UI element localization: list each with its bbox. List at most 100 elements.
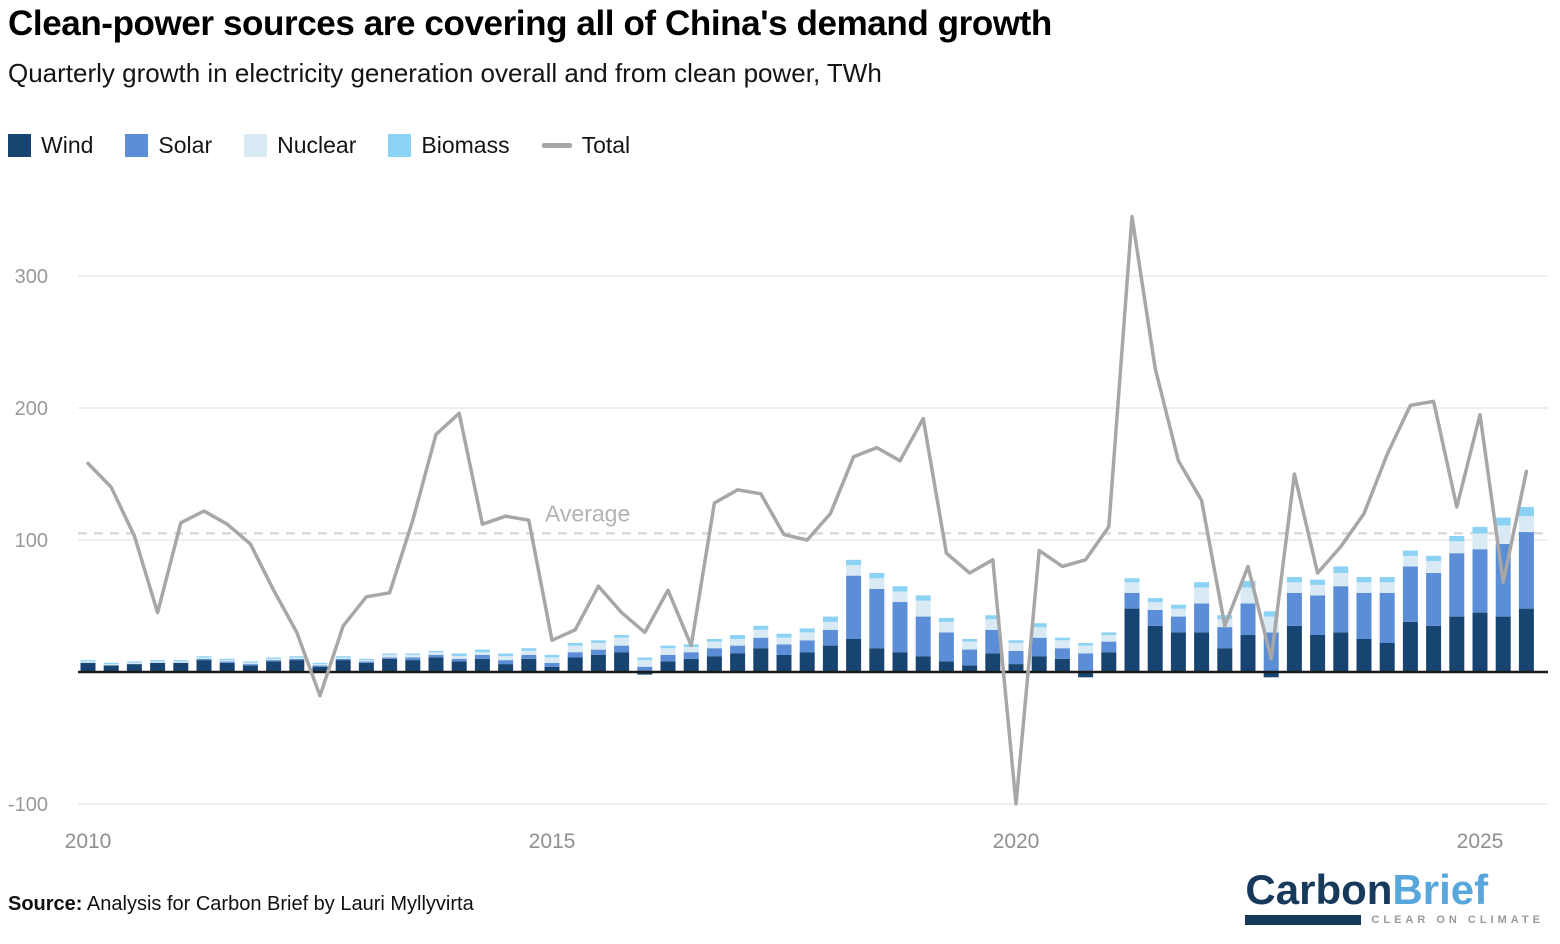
bar-segment-biomass (1078, 643, 1094, 646)
bar-segment-nuclear (799, 632, 815, 641)
x-axis-label: 2025 (1457, 830, 1504, 853)
stacked-bar (521, 648, 537, 672)
stacked-bar (428, 650, 444, 672)
x-axis-label: 2020 (993, 830, 1040, 853)
bar-segment-wind (451, 661, 467, 672)
bar-segment-biomass (660, 645, 676, 649)
bar-segment-nuclear (521, 650, 537, 655)
bar-segment-nuclear (1449, 541, 1465, 554)
bar-segment-wind (660, 661, 676, 672)
logo-bar-icon (1245, 915, 1362, 925)
bar-segment-nuclear (1078, 645, 1094, 654)
bar-segment-nuclear (474, 652, 490, 655)
bar-segment-nuclear (544, 657, 560, 663)
bar-segment-nuclear (1101, 635, 1117, 642)
bar-segment-solar (1170, 616, 1186, 633)
bar-segment-nuclear (1495, 525, 1511, 544)
bar-segment-nuclear (1054, 640, 1070, 649)
bar-segment-biomass (80, 660, 96, 662)
stacked-bar (1426, 555, 1442, 672)
bar-segment-biomass (173, 660, 189, 662)
bar-segment-biomass (1286, 577, 1302, 583)
stacked-bar (382, 653, 398, 672)
bar-segment-wind (590, 654, 606, 672)
bar-segment-nuclear (683, 646, 699, 653)
bar-segment-wind (1101, 652, 1117, 672)
bar-segment-biomass (150, 660, 166, 662)
x-axis-label: 2010 (65, 830, 112, 853)
bar-segment-solar (289, 658, 305, 661)
bar-segment-nuclear (1286, 582, 1302, 593)
bar-segment-biomass (266, 657, 282, 659)
bar-segment-biomass (1379, 577, 1395, 583)
logo-carbon-text: Carbon (1245, 866, 1393, 913)
stacked-bar (1472, 526, 1488, 672)
bar-segment-solar (1449, 553, 1465, 617)
stacked-bar (103, 662, 119, 672)
bar-segment-solar (614, 645, 630, 653)
bar-segment-wind (1124, 608, 1140, 672)
bar-segment-solar (985, 629, 1001, 654)
bar-segment-solar (1310, 595, 1326, 635)
bar-segment-solar (1426, 573, 1442, 626)
legend-item-nuclear: Nuclear (244, 132, 356, 159)
stacked-bar (80, 660, 96, 672)
y-axis-label: 100 (15, 530, 48, 552)
bar-segment-wind (1170, 632, 1186, 672)
stacked-bar (544, 654, 560, 672)
bar-segment-biomass (730, 635, 746, 639)
bar-segment-wind (80, 662, 96, 672)
stacked-bar (1031, 623, 1047, 672)
bar-segment-wind (1217, 648, 1233, 672)
logo-brief-text: Brief (1392, 866, 1489, 913)
stacked-bar (776, 633, 792, 672)
bar-segment-solar (1518, 532, 1534, 609)
bar-segment-wind (219, 662, 235, 672)
bar-segment-biomass (1310, 579, 1326, 585)
bar-segment-nuclear (103, 664, 119, 666)
legend-label-solar: Solar (158, 132, 213, 158)
stacked-bar (498, 653, 514, 672)
bar-segment-nuclear (730, 639, 746, 646)
bar-segment-biomass (985, 615, 1001, 620)
bar-segment-nuclear (451, 656, 467, 659)
stacked-bar (567, 643, 583, 672)
source-line: Source: Analysis for Carbon Brief by Lau… (8, 893, 474, 916)
bar-segment-wind (1031, 656, 1047, 672)
stacked-bar (846, 559, 862, 672)
stacked-bar (938, 617, 954, 672)
bar-segment-nuclear (962, 641, 978, 650)
stacked-bar (289, 656, 305, 672)
bar-segment-solar (242, 664, 258, 666)
stacked-bar (1170, 604, 1186, 672)
bar-segment-wind (1518, 608, 1534, 672)
bar-segment-nuclear (266, 658, 282, 661)
bar-segment-wind (242, 665, 258, 672)
bar-segment-solar (683, 652, 699, 659)
bar-segment-wind (869, 648, 885, 672)
stacked-bar (1333, 566, 1349, 672)
bar-segment-biomass (962, 639, 978, 642)
bar-segment-nuclear (822, 621, 838, 630)
bar-segment-solar (498, 660, 514, 665)
bar-segment-biomass (103, 662, 119, 665)
bar-segment-solar (590, 649, 606, 655)
bar-segment-wind (1333, 632, 1349, 672)
bar-segment-wind (1356, 639, 1372, 672)
bar-segment-wind (428, 657, 444, 672)
page-subtitle: Quarterly growth in electricity generati… (8, 58, 882, 88)
stacked-bar (242, 661, 258, 672)
bar-segment-solar (1333, 586, 1349, 633)
bar-segment-biomass (289, 656, 305, 658)
bar-segment-solar (706, 648, 722, 657)
bar-segment-nuclear (753, 629, 769, 638)
bar-segment-wind (498, 664, 514, 672)
logo-tagline: CLEAR ON CLIMATE (1371, 914, 1544, 926)
bar-segment-wind (706, 656, 722, 672)
bar-segment-nuclear (289, 657, 305, 659)
stacked-bar (126, 661, 142, 672)
bar-segment-nuclear (1379, 582, 1395, 593)
stacked-bar (1449, 536, 1465, 672)
bar-segment-solar (1217, 627, 1233, 649)
